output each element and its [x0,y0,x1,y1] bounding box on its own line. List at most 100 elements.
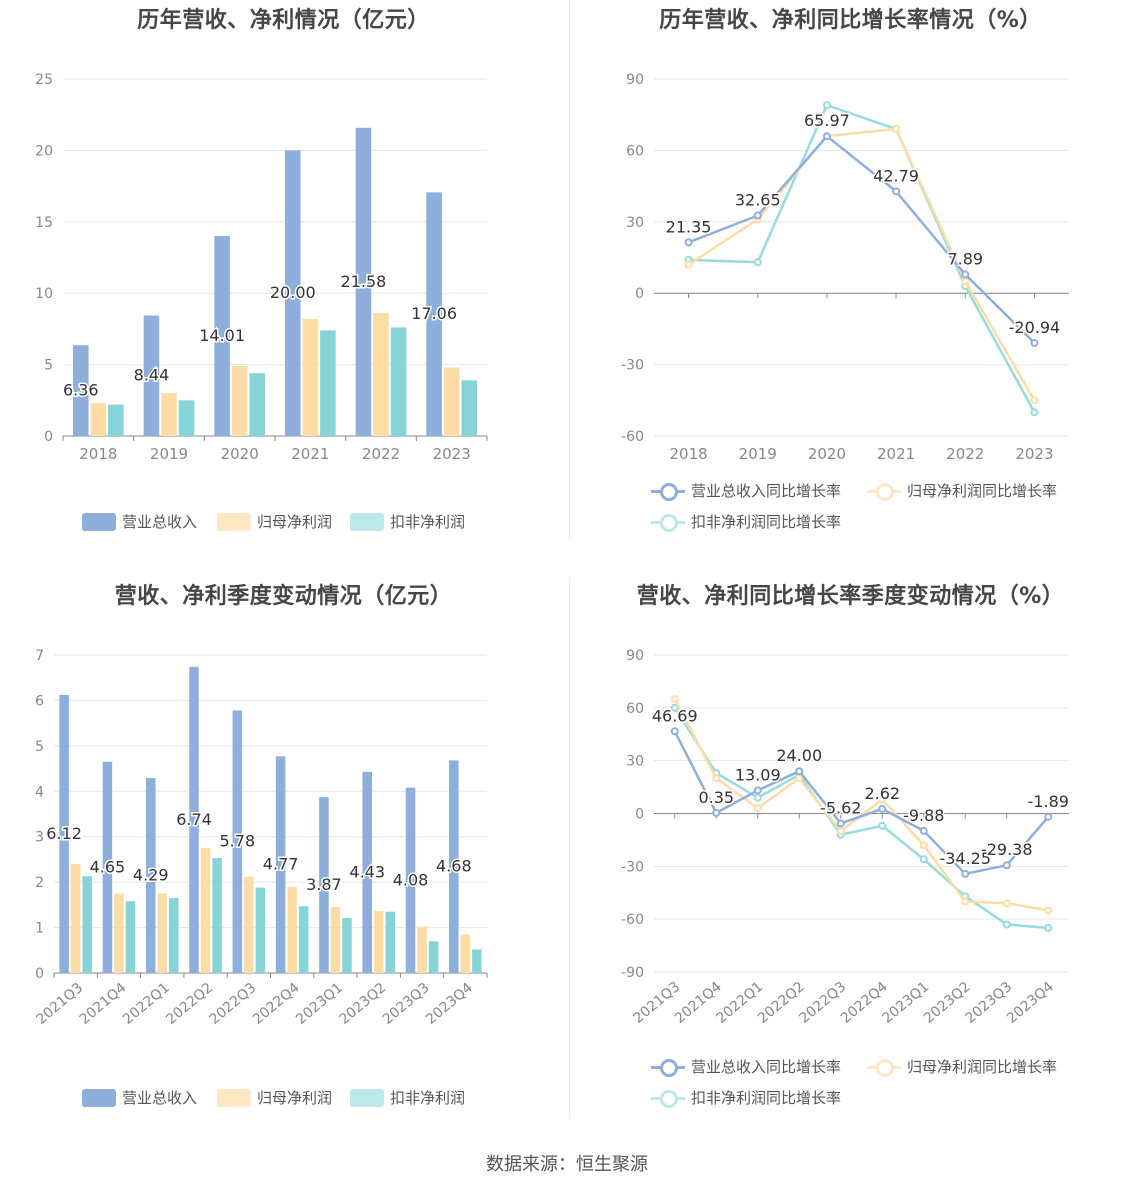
point-revenue-growth [822,132,831,141]
bar-revenue [189,666,199,973]
point-net-profit-growth [1002,899,1011,908]
x-tick-label: 2019 [739,445,777,463]
y-tick-label: 15 [35,215,53,231]
point-net-profit-growth [892,124,901,133]
point-revenue-growth [961,270,970,279]
bar-revenue [59,694,69,973]
point-deducted-growth [1030,408,1039,417]
y-tick-label: 90 [626,72,644,88]
legend-line-marker [651,1057,685,1077]
x-tick-label: 2022Q2 [163,980,216,1028]
legend-item-deducted-growth[interactable]: 扣非净利润同比增长率 [651,511,841,532]
x-tick-label: 2018 [79,445,117,463]
legend-item-net-profit-growth[interactable]: 归母净利润同比增长率 [867,1056,1057,1077]
legend-item-revenue[interactable]: 营业总收入 [82,1087,197,1108]
legend-item-net-profit[interactable]: 归母净利润 [217,1087,332,1108]
point-net-profit-growth [836,827,845,836]
x-tick-label: 2022Q1 [120,980,173,1028]
x-tick-label: 2021 [291,445,329,463]
data-label: -1.89 [1028,792,1069,811]
legend-line-marker [651,481,685,501]
x-tick-label: 2022 [946,445,984,463]
legend-label: 归母净利润同比增长率 [907,482,1058,500]
chart-annual-bars: 0 5 10 15 20 25 2018 2019 2020 2021 2022 2023 6.36 8.… [35,72,488,463]
y-tick-label: 4 [35,784,44,800]
data-label: 6.12 [46,824,82,843]
bar-net-profit [114,893,124,973]
point-deducted-growth [1002,920,1011,929]
legend-line-marker [651,1088,685,1108]
data-label: 17.06 [411,304,457,323]
point-net-profit-growth [919,841,928,850]
y-tick-label: 2 [35,875,44,891]
bar-net-profit [287,886,297,973]
data-label: -34.25 [939,849,991,868]
data-label: 32.65 [735,190,781,209]
data-label: 6.36 [63,381,99,400]
legend-label: 扣非净利润同比增长率 [691,513,842,531]
bar-deducted-profit [461,380,477,436]
y-tick-label: 1 [35,921,44,937]
line-revenue-growth [673,730,1050,876]
point-revenue-growth [1002,861,1011,870]
y-tick-label: 90 [626,648,644,664]
point-net-profit-growth [1044,906,1053,915]
point-deducted-growth [753,258,762,267]
data-label: 14.01 [199,326,245,345]
bar-net-profit [373,313,389,436]
point-revenue-growth [878,804,887,813]
legend-label: 归母净利润 [257,513,333,531]
y-tick-label: 30 [626,754,644,770]
data-label: -29.38 [981,840,1033,859]
legend-label: 归母净利润同比增长率 [907,1058,1058,1076]
legend-item-deducted-profit[interactable]: 扣非净利润 [350,1087,465,1108]
y-tick-label: 60 [626,701,644,717]
bar-deducted-profit [320,330,336,436]
data-source-footer: 数据来源：恒生聚源 [486,1154,648,1175]
chart-annual-growth-lines: -60 -30 0 30 60 90 2018 2019 2020 2021 2022 2023 21.… [621,72,1069,463]
point-net-profit-growth [1030,396,1039,405]
y-tick-label: 0 [635,286,644,302]
line-revenue-growth [688,134,1036,344]
y-tick-label: 0 [35,966,44,982]
bar-deducted-profit [125,901,136,973]
bar-net-profit [200,848,211,973]
legend-item-revenue-growth[interactable]: 营业总收入同比增长率 [651,480,841,501]
point-revenue-growth [919,826,928,835]
legend-line-marker [867,1057,901,1077]
legend-item-net-profit-growth[interactable]: 归母净利润同比增长率 [867,480,1057,501]
point-net-profit-growth [961,277,970,286]
line-net-profit-growth [687,127,1036,401]
legend-label: 扣非净利润同比增长率 [691,1089,842,1107]
y-tick-label: 7 [35,648,44,664]
legend-item-net-profit[interactable]: 归母净利润 [217,511,332,532]
legend-item-deducted-profit[interactable]: 扣非净利润 [350,511,465,532]
legend-item-revenue-growth[interactable]: 营业总收入同比增长率 [651,1056,841,1077]
data-label: 46.69 [652,706,698,725]
data-label: 5.78 [220,832,256,851]
data-label: 20.00 [270,283,316,302]
y-tick-label: 3 [35,830,44,846]
legend-item-deducted-growth[interactable]: 扣非净利润同比增长率 [651,1087,841,1108]
bar-revenue [232,710,243,973]
legend-item-revenue[interactable]: 营业总收入 [82,511,197,532]
y-tick-label: -30 [621,859,644,875]
bar-net-profit [244,876,254,973]
bar-net-profit [157,893,168,973]
data-label: 4.77 [263,855,299,874]
bar-deducted-profit [169,898,179,973]
y-tick-label: 0 [635,807,644,823]
legend-swatch [350,512,384,531]
legend-label: 营业总收入同比增长率 [691,482,842,500]
bar-deducted-profit [82,876,92,973]
data-label: 21.35 [666,217,712,236]
bar-revenue [426,192,442,436]
x-tick-label: 2023Q1 [293,980,346,1028]
bar-deducted-profit [472,949,482,973]
legend-swatch [217,1088,251,1107]
point-revenue-growth [1030,339,1039,348]
data-label: 4.65 [90,857,126,876]
y-tick-label: 6 [35,693,44,709]
y-tick-label: 10 [35,286,53,302]
x-tick-label: 2023 [433,445,471,463]
